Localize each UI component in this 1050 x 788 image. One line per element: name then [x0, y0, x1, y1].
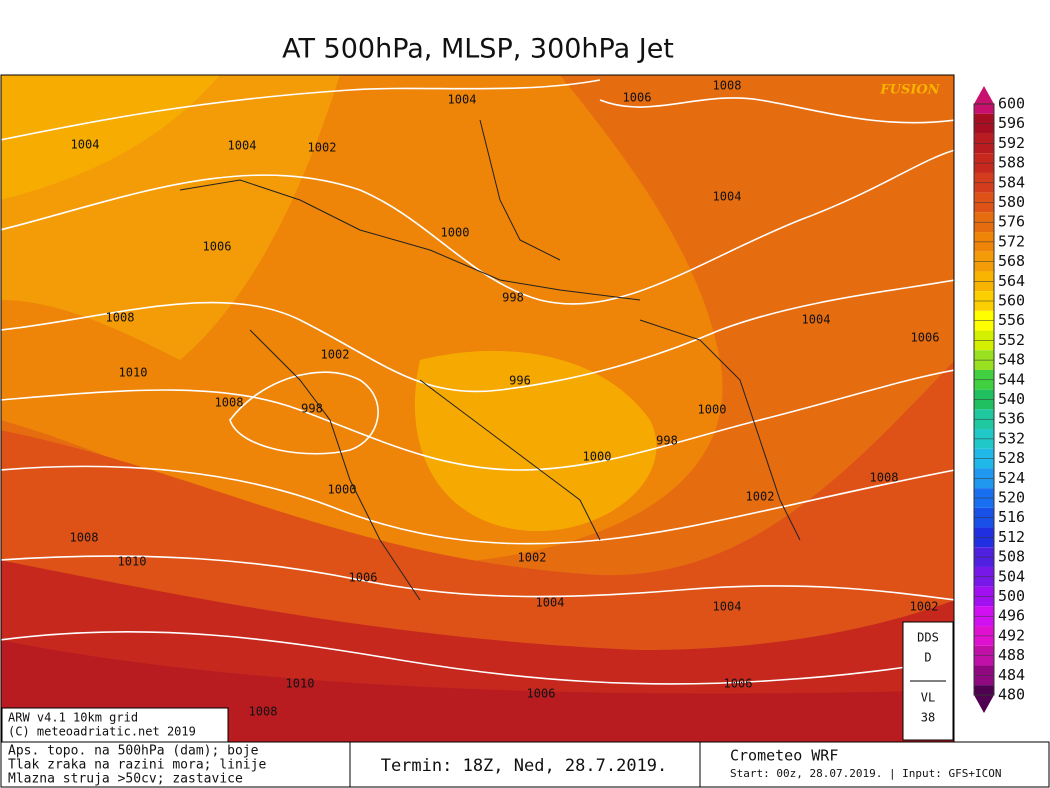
colorbar-label: 500	[998, 587, 1025, 605]
isobar-label: 1002	[910, 600, 939, 614]
isobar-label: 998	[502, 291, 524, 305]
isobar-label: 1000	[698, 403, 727, 417]
isobar-label: 1006	[724, 677, 753, 691]
colorbar-label: 508	[998, 548, 1025, 566]
isobar-label: 1010	[119, 366, 148, 380]
colorbar-label: 532	[998, 429, 1025, 447]
colorbar-label: 524	[998, 469, 1025, 487]
termin: Termin: 18Z, Ned, 28.7.2019.	[381, 756, 668, 776]
colorbar-arrow	[974, 86, 994, 104]
isobar-label: 1006	[349, 571, 378, 585]
model-box	[1, 707, 229, 743]
isobar-label: 1000	[441, 226, 470, 240]
isobar-label: 1002	[518, 551, 547, 565]
legend-text: Mlazna struja >50cv; zastavice	[8, 772, 243, 787]
colorbar-label: 548	[998, 351, 1025, 369]
colorbar-label: 580	[998, 193, 1025, 211]
station-text: 38	[921, 711, 935, 725]
colorbar-label: 584	[998, 173, 1025, 191]
isobar-label: 1006	[911, 331, 940, 345]
isobar-label: 1000	[328, 483, 357, 497]
map-field	[1, 75, 954, 742]
watermark: FUSION	[879, 83, 940, 98]
station-text: D	[924, 651, 931, 665]
isobar-label: 1006	[527, 687, 556, 701]
colorbar-label: 536	[998, 410, 1025, 428]
isobar-label: 1008	[215, 396, 244, 410]
isobar-label: 1008	[70, 531, 99, 545]
colorbar-arrow	[974, 695, 994, 713]
colorbar-label: 552	[998, 331, 1025, 349]
colorbar-label: 492	[998, 626, 1025, 644]
colorbar-label: 556	[998, 311, 1025, 329]
isobar-label: 998	[656, 434, 678, 448]
isobar-label: 1008	[249, 705, 278, 719]
model-text: (C) meteoadriatic.net 2019	[8, 725, 196, 739]
colorbar-label: 528	[998, 449, 1025, 467]
colorbar-label: 572	[998, 232, 1025, 250]
isobar-label: 1002	[308, 141, 337, 155]
map-title: AT 500hPa, MLSP, 300hPa Jet	[282, 34, 674, 65]
colorbar-cell	[974, 104, 994, 114]
colorbar-frame	[973, 103, 995, 696]
colorbar-label: 480	[998, 686, 1025, 704]
source-subtitle: Start: 00z, 28.07.2019. | Input: GFS+ICO…	[730, 767, 1002, 780]
isobar-label: 1002	[321, 348, 350, 362]
colorbar-label: 516	[998, 508, 1025, 526]
isobar-label: 998	[301, 402, 323, 416]
model-text: ARW v4.1 10km grid	[8, 711, 138, 725]
source-title: Crometeo WRF	[730, 747, 838, 765]
isobar-label: 1004	[71, 138, 100, 152]
isobar-labels: 1004 1006 1008 1004 1004 1002 1004 1006 1000 998 1…	[70, 79, 940, 719]
isobar-label: 1004	[713, 190, 742, 204]
colorbar-label: 540	[998, 390, 1025, 408]
colorbar-label: 544	[998, 370, 1025, 388]
colorbar-label: 488	[998, 646, 1025, 664]
isobar-label: 1006	[623, 91, 652, 105]
isobar-label: 1004	[448, 93, 477, 107]
isobar-label: 996	[509, 374, 531, 388]
colorbar: 6005965925885845805765725685645605565525…	[973, 86, 1025, 713]
isobar-label: 1006	[203, 240, 232, 254]
colorbar-label: 588	[998, 154, 1025, 172]
colorbar-label: 600	[998, 95, 1025, 113]
isobar-label: 1010	[286, 677, 315, 691]
isobar-label: 1010	[118, 555, 147, 569]
isobar-label: 1004	[228, 139, 257, 153]
colorbar-label: 592	[998, 134, 1025, 152]
isobar-label: 1004	[536, 596, 565, 610]
colorbar-label: 560	[998, 292, 1025, 310]
colorbar-label: 568	[998, 252, 1025, 270]
footer	[0, 741, 1050, 788]
station-text: DDS	[917, 631, 939, 645]
colorbar-label: 504	[998, 567, 1025, 585]
colorbar-label: 576	[998, 213, 1025, 231]
isobar-label: 1008	[713, 79, 742, 93]
colorbar-label: 484	[998, 666, 1025, 684]
station-text: VL	[921, 691, 935, 705]
colorbar-label: 496	[998, 607, 1025, 625]
isobar-label: 1004	[713, 600, 742, 614]
isobar-label: 1004	[802, 313, 831, 327]
isobar-label: 1002	[746, 490, 775, 504]
legend-text: Aps. topo. na 500hPa (dam); boje	[8, 744, 259, 759]
colorbar-label: 596	[998, 114, 1025, 132]
colorbar-label: 564	[998, 272, 1025, 290]
colorbar-label: 512	[998, 528, 1025, 546]
isobar-label: 1000	[583, 450, 612, 464]
isobar-label: 1008	[870, 471, 899, 485]
colorbar-cell	[974, 685, 994, 695]
colorbar-label: 520	[998, 489, 1025, 507]
legend-text: Tlak zraka na razini mora; linije	[8, 758, 266, 773]
isobar-label: 1008	[106, 311, 135, 325]
